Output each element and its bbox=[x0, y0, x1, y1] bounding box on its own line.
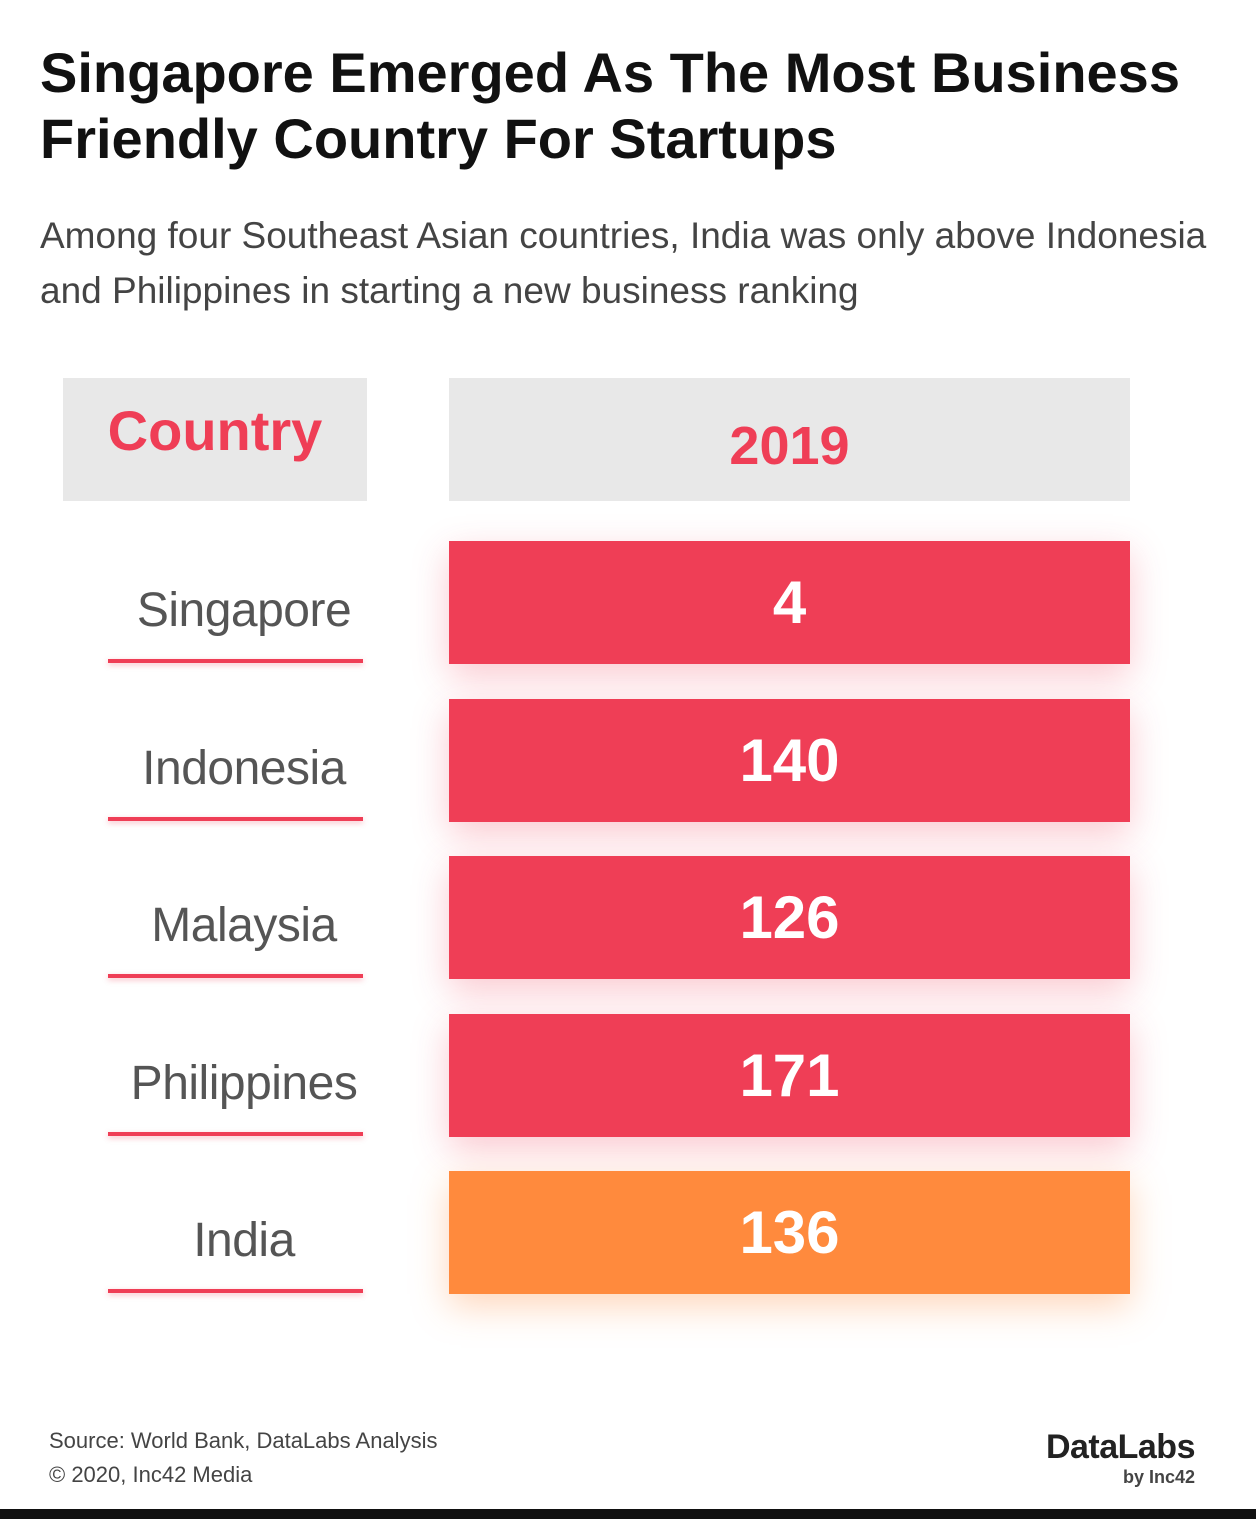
country-underline bbox=[108, 817, 363, 821]
logo-byline: by Inc42 bbox=[1122, 1467, 1195, 1487]
rank-value: 126 bbox=[739, 884, 840, 951]
country-underline bbox=[108, 1289, 363, 1293]
logo-name: DataLabs bbox=[1045, 1428, 1196, 1466]
rank-bar: 140 bbox=[449, 699, 1130, 822]
country-label: Singapore bbox=[136, 584, 352, 637]
column-header-country: Country bbox=[63, 378, 367, 501]
datalabs-logo: DataLabs by Inc42 bbox=[1020, 1428, 1196, 1488]
country-label: Malaysia bbox=[151, 899, 337, 952]
rank-bar: 4 bbox=[449, 541, 1130, 664]
copyright-text: © 2020, Inc42 Media bbox=[49, 1462, 253, 1487]
country-label: Indonesia bbox=[142, 742, 346, 795]
source-text: Source: World Bank, DataLabs Analysis bbox=[49, 1428, 438, 1453]
rank-value: 140 bbox=[739, 727, 840, 794]
bottom-rule bbox=[0, 1509, 1256, 1519]
rank-value: 171 bbox=[739, 1042, 840, 1109]
chart-subtitle: Among four Southeast Asian countries, In… bbox=[40, 215, 1207, 311]
column-header-year: 2019 bbox=[449, 378, 1130, 501]
rank-bar: 126 bbox=[449, 856, 1130, 979]
rank-value: 136 bbox=[739, 1199, 840, 1266]
country-underline bbox=[108, 974, 363, 978]
country-underline bbox=[108, 1132, 363, 1136]
rank-bar: 136 bbox=[449, 1171, 1130, 1294]
source-note: Source: World Bank, DataLabs Analysis © … bbox=[49, 1424, 437, 1492]
country-label: Philippines bbox=[130, 1057, 358, 1110]
chart-title: Singapore Emerged As The Most Business F… bbox=[40, 41, 1180, 170]
rank-value: 4 bbox=[772, 569, 807, 636]
country-label: India bbox=[193, 1214, 295, 1267]
country-underline bbox=[108, 659, 363, 663]
rank-bar: 171 bbox=[449, 1014, 1130, 1137]
